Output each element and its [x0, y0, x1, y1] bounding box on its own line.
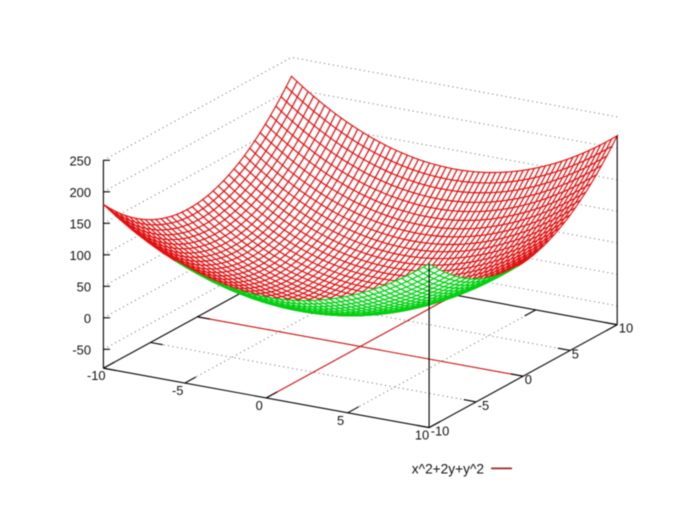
svg-text:50: 50	[77, 280, 91, 295]
svg-text:10: 10	[415, 428, 429, 443]
svg-text:5: 5	[572, 346, 579, 361]
svg-text:-10: -10	[431, 424, 450, 439]
svg-text:5: 5	[337, 413, 344, 428]
svg-text:0: 0	[525, 372, 532, 387]
svg-text:-5: -5	[478, 398, 489, 413]
svg-text:100: 100	[69, 248, 91, 263]
svg-text:10: 10	[619, 321, 633, 336]
svg-text:150: 150	[69, 217, 91, 232]
svg-text:-50: -50	[72, 343, 91, 358]
svg-text:0: 0	[84, 311, 91, 326]
svg-text:-10: -10	[87, 368, 106, 383]
svg-text:0: 0	[256, 398, 263, 413]
svg-text:250: 250	[69, 154, 91, 169]
svg-text:x^2+2y+y^2: x^2+2y+y^2	[412, 462, 484, 477]
svg-text:-5: -5	[172, 383, 183, 398]
svg-text:200: 200	[69, 185, 91, 200]
